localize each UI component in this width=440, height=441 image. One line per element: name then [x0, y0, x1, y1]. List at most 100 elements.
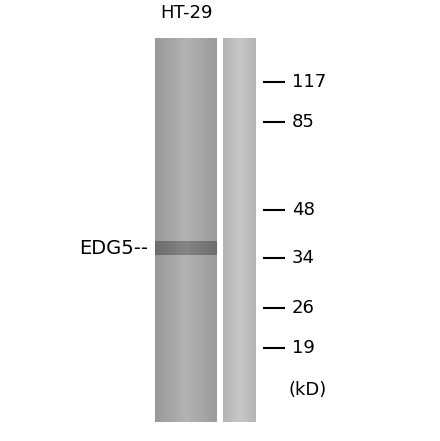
Bar: [170, 241, 172, 255]
Bar: [252, 38, 253, 422]
Bar: [198, 241, 199, 255]
Bar: [155, 241, 156, 255]
Text: 117: 117: [292, 73, 326, 91]
Bar: [182, 38, 183, 422]
Bar: [158, 241, 159, 255]
Bar: [161, 38, 162, 422]
Bar: [176, 241, 177, 255]
Bar: [159, 241, 160, 255]
Bar: [157, 241, 158, 255]
Bar: [230, 38, 231, 422]
Bar: [199, 241, 201, 255]
Bar: [160, 38, 161, 422]
Text: 34: 34: [292, 249, 315, 267]
Bar: [169, 241, 170, 255]
Bar: [175, 38, 176, 422]
Bar: [156, 241, 157, 255]
Bar: [167, 38, 169, 422]
Bar: [216, 38, 217, 422]
Bar: [237, 38, 238, 422]
Bar: [194, 38, 195, 422]
Bar: [177, 241, 178, 255]
Bar: [226, 38, 227, 422]
Bar: [204, 241, 205, 255]
Bar: [207, 241, 208, 255]
Bar: [159, 38, 160, 422]
Bar: [240, 38, 241, 422]
Bar: [196, 241, 198, 255]
Bar: [157, 38, 158, 422]
Bar: [213, 38, 214, 422]
Bar: [155, 38, 156, 422]
Bar: [199, 38, 201, 422]
Bar: [207, 38, 208, 422]
Bar: [187, 241, 188, 255]
Bar: [208, 241, 209, 255]
Bar: [193, 38, 194, 422]
Bar: [166, 38, 167, 422]
Bar: [241, 38, 242, 422]
Bar: [192, 38, 193, 422]
Bar: [193, 241, 194, 255]
Bar: [215, 38, 216, 422]
Bar: [231, 38, 232, 422]
Bar: [235, 38, 236, 422]
Bar: [178, 241, 179, 255]
Bar: [180, 38, 181, 422]
Bar: [205, 38, 207, 422]
Bar: [227, 38, 228, 422]
Bar: [242, 38, 243, 422]
Bar: [158, 38, 159, 422]
Bar: [208, 38, 209, 422]
Bar: [167, 241, 169, 255]
Bar: [246, 38, 247, 422]
Bar: [187, 38, 188, 422]
Bar: [192, 241, 193, 255]
Text: 26: 26: [292, 299, 315, 317]
Bar: [233, 38, 234, 422]
Bar: [190, 241, 191, 255]
Bar: [172, 38, 174, 422]
Bar: [216, 241, 217, 255]
Bar: [162, 241, 163, 255]
Bar: [204, 38, 205, 422]
Bar: [179, 241, 180, 255]
Bar: [244, 38, 245, 422]
Bar: [214, 241, 215, 255]
Bar: [179, 38, 180, 422]
Bar: [243, 38, 244, 422]
Bar: [182, 241, 183, 255]
Bar: [185, 38, 186, 422]
Bar: [185, 241, 186, 255]
Bar: [191, 241, 192, 255]
Bar: [189, 241, 190, 255]
Bar: [156, 38, 157, 422]
Bar: [174, 38, 175, 422]
Bar: [212, 241, 213, 255]
Bar: [201, 38, 202, 422]
Bar: [250, 38, 251, 422]
Bar: [163, 241, 164, 255]
Bar: [169, 38, 170, 422]
Bar: [210, 241, 211, 255]
Bar: [164, 241, 165, 255]
Bar: [186, 241, 187, 255]
Bar: [209, 38, 210, 422]
Bar: [184, 38, 185, 422]
Bar: [177, 38, 178, 422]
Bar: [183, 241, 184, 255]
Text: HT-29: HT-29: [160, 4, 212, 22]
Bar: [174, 241, 175, 255]
Bar: [188, 38, 189, 422]
Bar: [176, 38, 177, 422]
Bar: [165, 241, 166, 255]
Bar: [202, 241, 204, 255]
Bar: [248, 38, 249, 422]
Bar: [224, 38, 225, 422]
Bar: [164, 38, 165, 422]
Bar: [211, 241, 212, 255]
Bar: [253, 38, 254, 422]
Bar: [195, 38, 196, 422]
Bar: [214, 38, 215, 422]
Bar: [162, 38, 163, 422]
